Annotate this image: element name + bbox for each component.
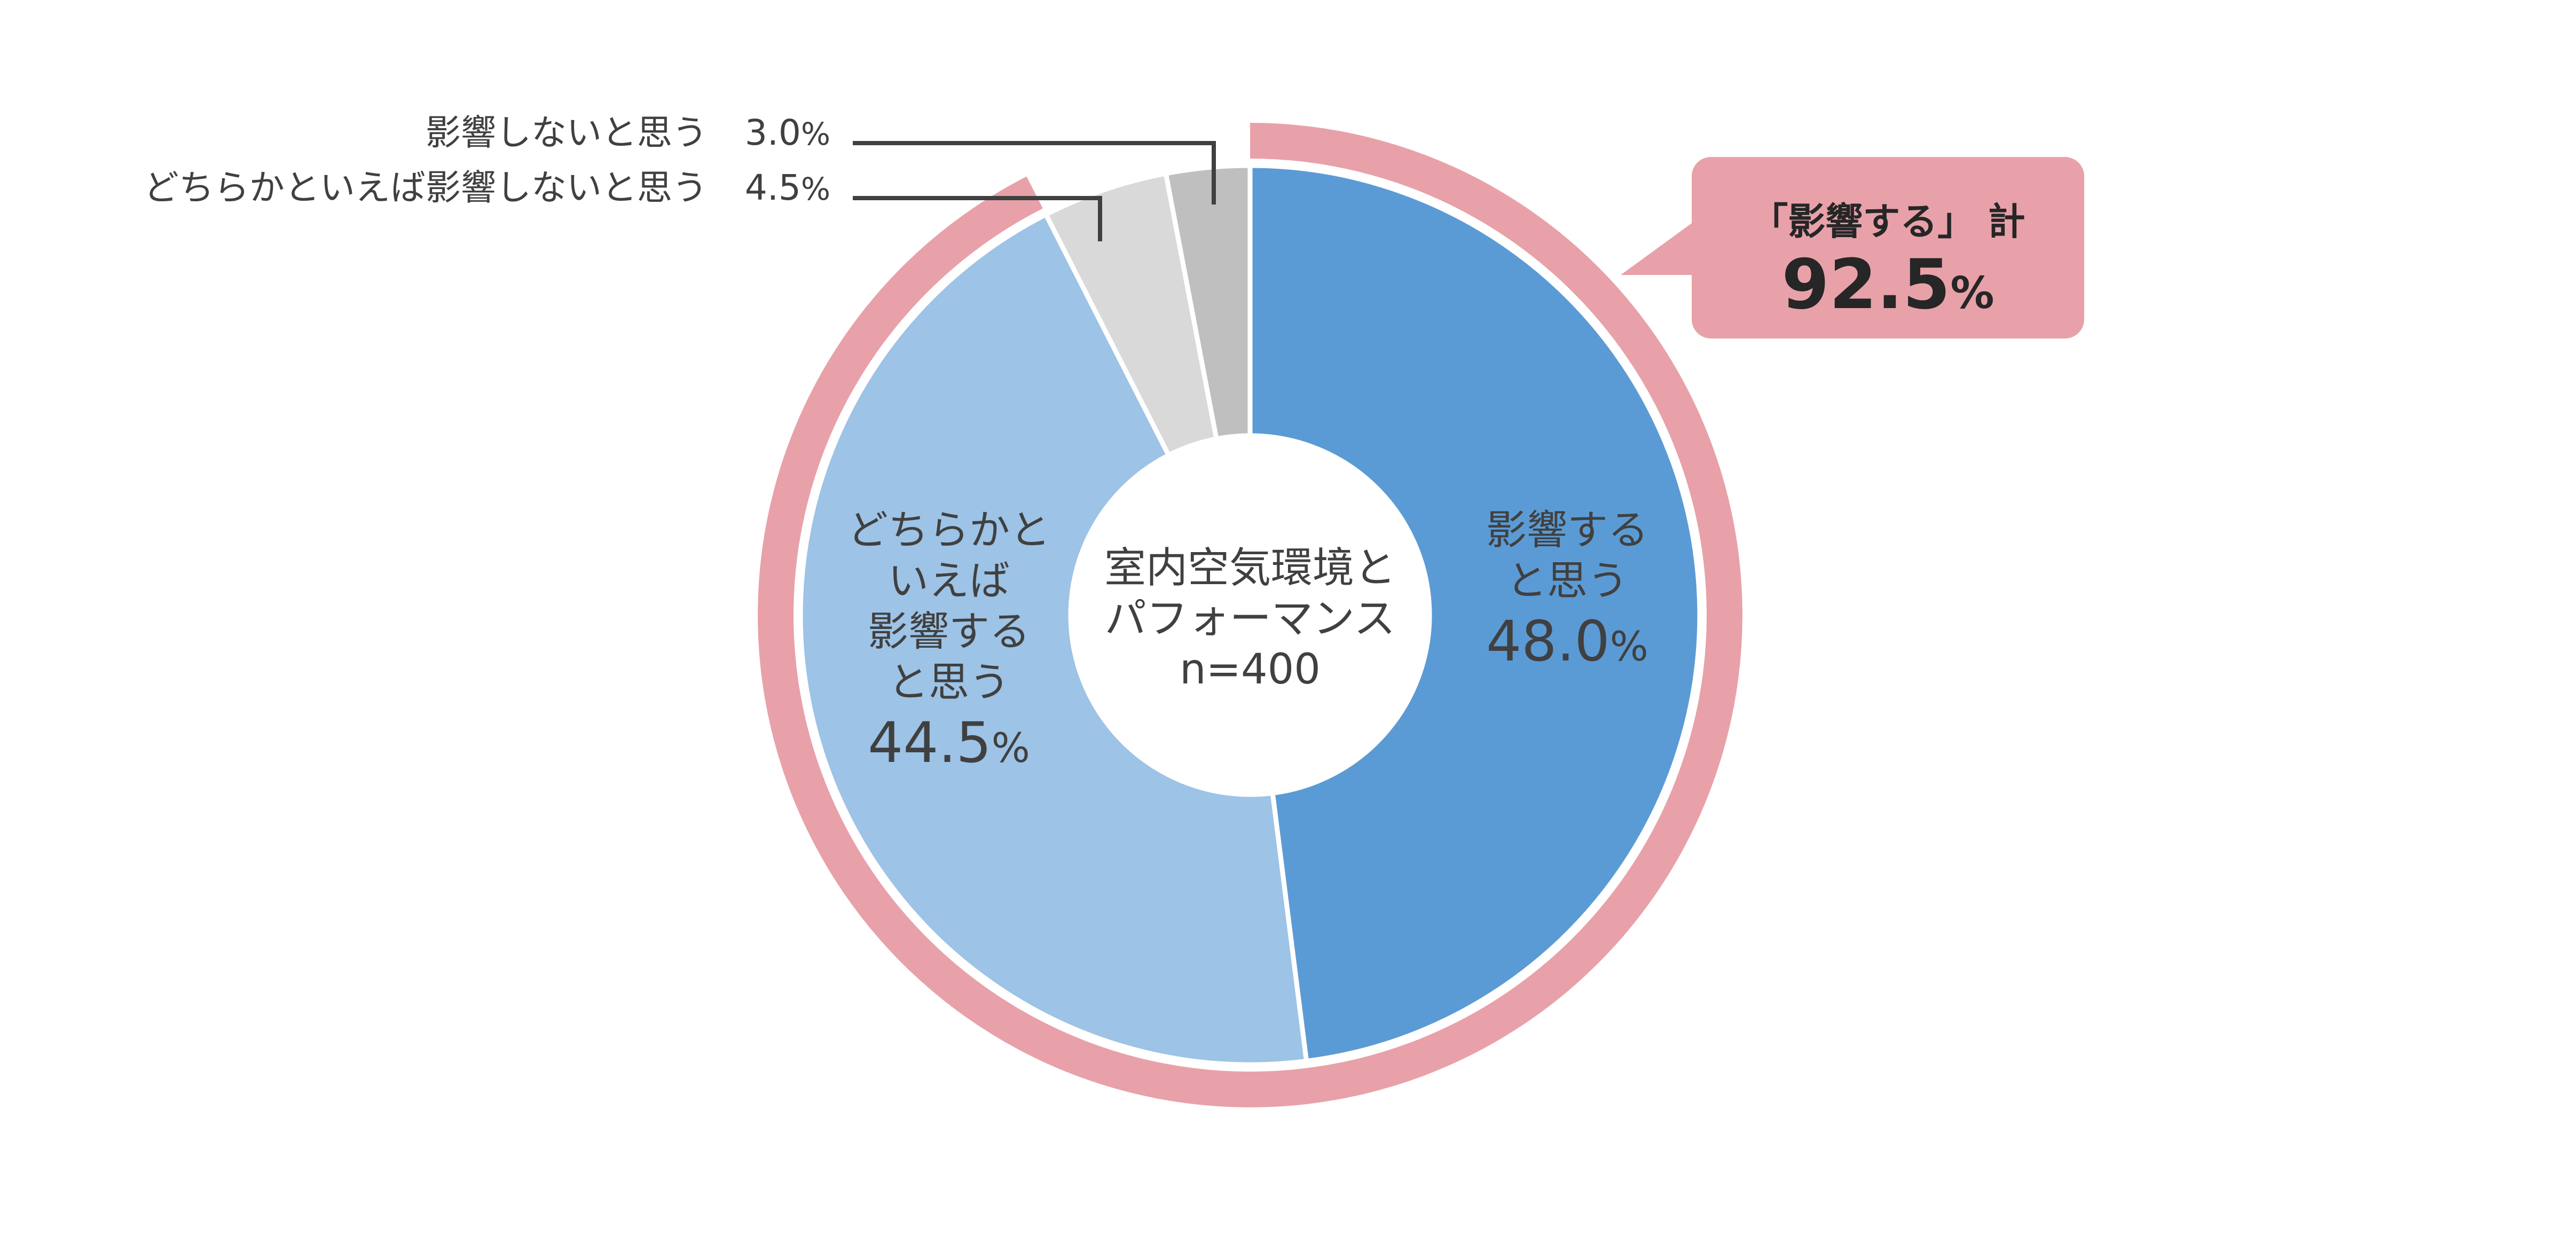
slice-not-affect (1163, 163, 1253, 442)
legend-value: 3.0 (744, 112, 801, 153)
slice-value-number: 48.0 (1486, 609, 1610, 674)
donut-slices (798, 163, 1702, 1067)
slice-label-affect: 影響する と思う 48.0% (1460, 506, 1674, 670)
center-title-line2: パフォーマンス (1104, 595, 1396, 643)
callout-text: 「影響する」 計 92.5% (1692, 203, 2084, 319)
callout-bubble (1621, 157, 2084, 339)
slice-label-line: 影響する (868, 608, 1030, 655)
slice-label-line: と思う (1506, 557, 1628, 604)
leader-line-not-affect (853, 141, 1216, 204)
callout-percent-sign: % (1950, 268, 1994, 319)
slice-value-sign: % (991, 724, 1030, 772)
slice-value: 44.5% (842, 715, 1056, 770)
center-title-line1: 室内空気環境と (1104, 544, 1396, 592)
slice-label-line: どちらかと (847, 506, 1050, 554)
legend-value: 4.5 (744, 167, 801, 208)
legend-label: どちらかといえば影響しないと思う (143, 167, 708, 208)
legend-percent-sign: % (800, 171, 830, 207)
slice-label-rather-affect: どちらかと いえば 影響する と思う 44.5% (842, 506, 1056, 771)
legend-percent-sign: % (800, 116, 830, 152)
sample-size: n=400 (1180, 646, 1321, 694)
leader-line-rather-not-affect (853, 196, 1102, 241)
legend-item-rather-not-affect: どちらかといえば影響しないと思う 4.5% (144, 170, 830, 206)
slice-label-line: 影響する (1486, 506, 1648, 554)
callout-number: 92.5 (1781, 245, 1951, 325)
slice-value-number: 44.5 (868, 710, 992, 775)
slice-rather-affect (798, 211, 1309, 1067)
slice-value-sign: % (1609, 623, 1648, 670)
callout-title: 「影響する」 計 (1750, 200, 2025, 243)
slice-label-line: いえば (888, 557, 1010, 604)
slice-affect (1247, 163, 1702, 1064)
legend-label: 影響しないと思う (425, 112, 708, 153)
callout-value: 92.5% (1692, 251, 2084, 319)
legend-item-not-affect: 影響しないと思う 3.0% (426, 115, 830, 151)
slice-value: 48.0% (1460, 613, 1674, 669)
center-label: 室内空気環境と パフォーマンス n=400 (1090, 547, 1410, 699)
slice-label-line: と思う (888, 658, 1010, 706)
